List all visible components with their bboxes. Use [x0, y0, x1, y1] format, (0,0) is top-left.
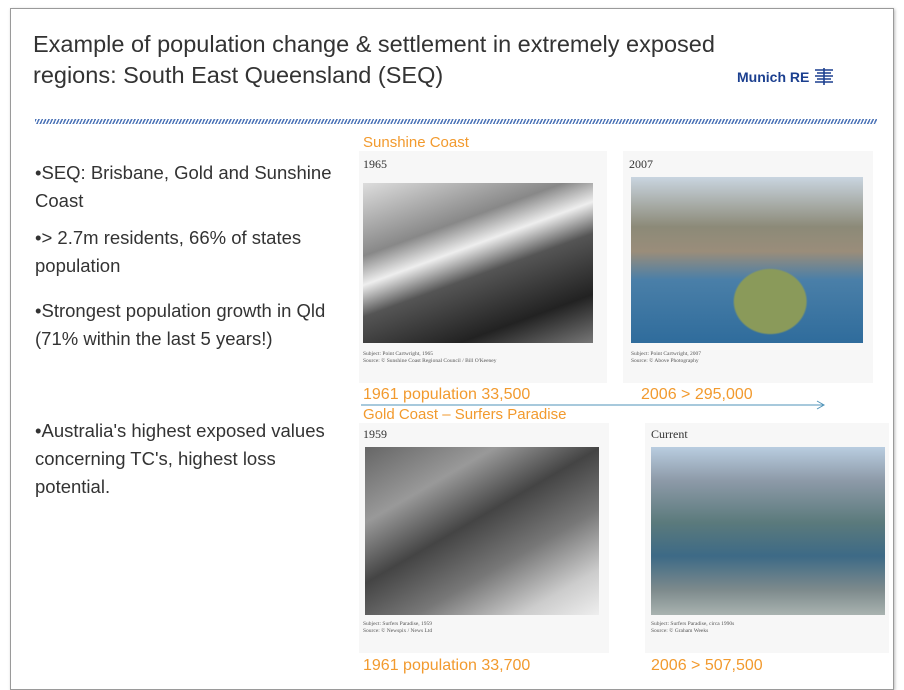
photo-year: 1965 [363, 157, 387, 171]
caption-source: Source: © Sunshine Coast Regional Counci… [363, 358, 497, 364]
photo [363, 183, 593, 343]
bullet: •Strongest population growth in Qld (71%… [35, 300, 326, 349]
bullet: •Australia's highest exposed values conc… [35, 420, 325, 497]
divider [35, 119, 877, 124]
caption-source: Source: © Above Photography [631, 358, 699, 364]
photo-caption: Subject: Point Cartwright, 2007 Source: ©… [631, 351, 701, 365]
caption-subject: Subject: Surfers Paradise, 1959 [363, 621, 433, 627]
logo-icon [815, 68, 834, 85]
photo-card: 1959 Subject: Surfers Paradise, 1959 Sour… [359, 423, 609, 653]
photo-year: 1959 [363, 427, 387, 441]
photo-year: Current [651, 427, 688, 441]
logo-text: Munich RE [737, 69, 810, 85]
logo: Munich RE [737, 67, 835, 85]
bullet: •SEQ: Brisbane, Gold and Sunshine Coast [35, 162, 332, 211]
slide-title: Example of population change & settlemen… [33, 31, 715, 88]
photo [631, 177, 863, 343]
photo-card: 1965 Subject: Point Cartwright, 1965 Sour… [359, 151, 607, 383]
caption-source: Source: © Newspix / News Ltd [363, 628, 433, 634]
photo-card: Current Subject: Surfers Paradise, circa… [645, 423, 889, 653]
photo [651, 447, 885, 615]
page: Example of population change & settlemen… [10, 8, 894, 690]
bullet: •> 2.7m residents, 66% of states populat… [35, 227, 302, 276]
section-title: Sunshine Coast [363, 134, 469, 151]
photo-caption: Subject: Surfers Paradise, circa 1990s So… [651, 621, 734, 635]
photo [365, 447, 599, 615]
photo-caption: Subject: Surfers Paradise, 1959 Source: ©… [363, 621, 432, 635]
slide: Example of population change & settlemen… [10, 8, 894, 690]
caption-source: Source: © Graham Weeks [651, 628, 709, 634]
caption-subject: Subject: Surfers Paradise, circa 1990s [651, 621, 735, 627]
population: 2006 > 295,000 [641, 386, 753, 403]
photo-caption: Subject: Point Cartwright, 1965 Source: ©… [363, 351, 497, 365]
photo-card: 2007 Subject: Point Cartwright, 2007 Sour… [623, 151, 873, 383]
photo-year: 2007 [629, 157, 653, 171]
section-title: Gold Coast – Surfers Paradise [363, 406, 567, 423]
caption-subject: Subject: Point Cartwright, 1965 [363, 351, 433, 357]
population: 1961 population 33,700 [363, 657, 531, 674]
caption-subject: Subject: Point Cartwright, 2007 [631, 351, 701, 357]
timeline-arrow [361, 400, 826, 410]
population: 2006 > 507,500 [651, 657, 763, 674]
population: 1961 population 33,500 [363, 386, 531, 403]
